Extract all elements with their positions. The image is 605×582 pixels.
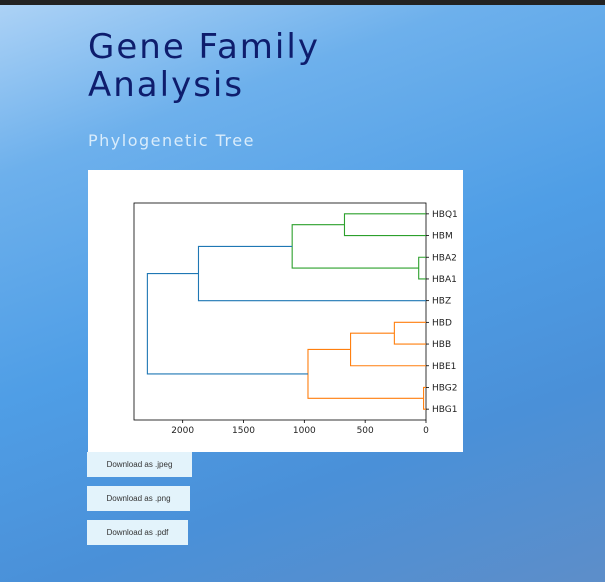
leaf-label: HBG1 <box>432 405 457 415</box>
section-subtitle: Phylogenetic Tree <box>88 131 255 150</box>
dendrogram-link <box>147 274 308 374</box>
dendrogram-link <box>419 257 426 279</box>
dendrogram-link <box>344 214 426 236</box>
leaf-label: HBM <box>432 232 453 242</box>
dendrogram-link <box>308 349 424 398</box>
leaf-label: HBG2 <box>432 383 457 393</box>
window-top-bar <box>0 0 605 5</box>
dendrogram-link <box>351 333 426 366</box>
leaf-label: HBA1 <box>432 275 457 285</box>
leaf-label: HBZ <box>432 297 451 307</box>
x-tick-label: 1000 <box>293 426 316 436</box>
leaf-label: HBB <box>432 340 451 350</box>
x-tick-label: 500 <box>357 426 374 436</box>
leaf-label: HBA2 <box>432 253 457 263</box>
page-title-line-2: Analysis <box>88 66 508 104</box>
x-tick-label: 1500 <box>232 426 255 436</box>
dendrogram-figure: HBQ1 HBM HBA2 HBA1 HBZ HBD HBB HBE1 HBG2 HBG1 2000… <box>88 170 463 452</box>
dendrogram-link <box>292 225 419 268</box>
x-tick-label: 2000 <box>171 426 194 436</box>
dendrogram-link <box>394 322 426 344</box>
download-png-button[interactable]: Download as .png <box>87 486 190 511</box>
download-jpeg-button[interactable]: Download as .jpeg <box>87 452 192 477</box>
dendrogram-link <box>198 246 426 300</box>
page-title: Gene Family Analysis <box>88 28 508 104</box>
x-tick-label: 0 <box>423 426 429 436</box>
leaf-label: HBD <box>432 318 452 328</box>
page-title-line-1: Gene Family <box>88 28 508 66</box>
dendrogram-chart: HBQ1 HBM HBA2 HBA1 HBZ HBD HBB HBE1 HBG2 HBG1 2000… <box>88 170 463 452</box>
download-pdf-button[interactable]: Download as .pdf <box>87 520 188 545</box>
leaf-label: HBE1 <box>432 362 456 372</box>
leaf-label: HBQ1 <box>432 210 458 220</box>
